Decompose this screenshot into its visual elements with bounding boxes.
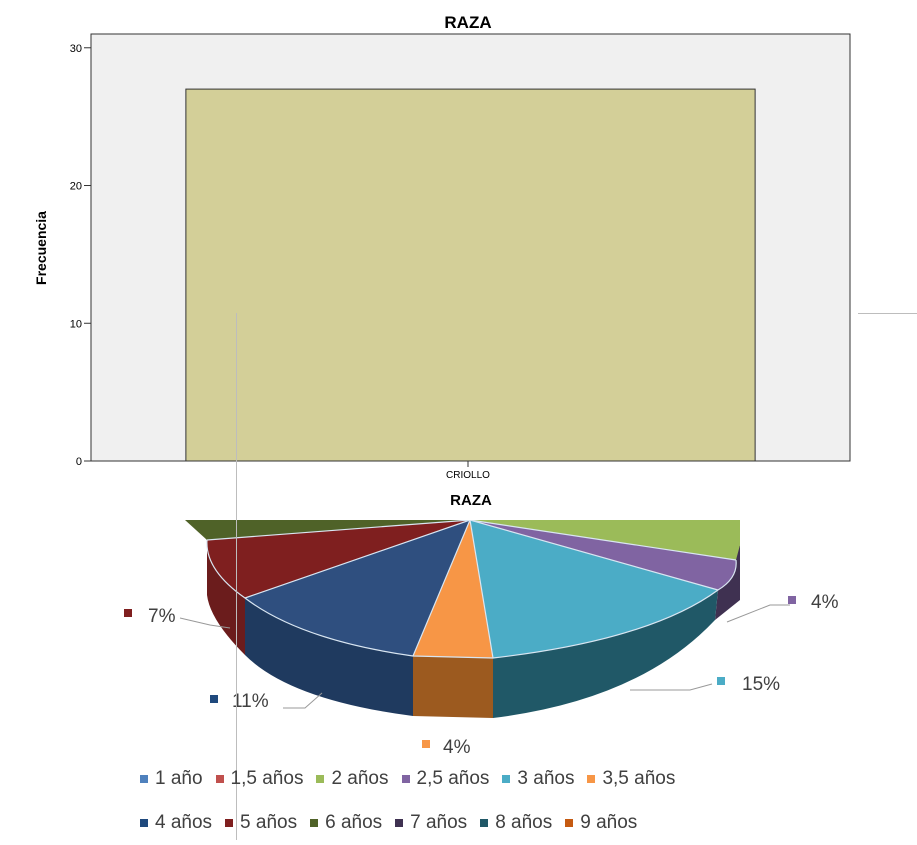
legend-swatch [480,819,489,827]
legend-swatch [225,819,234,827]
y-tick-label: 10 [70,318,82,330]
y-axis-ticks: 0 10 20 30 [70,43,91,468]
legend-item: 9 años [565,812,637,834]
legend-label: 5 años [240,812,298,833]
y-tick-label: 30 [70,43,82,55]
legend-label: 3,5 años [602,768,676,789]
pie-slice-3-5 [413,520,493,658]
leader-line-3 [630,683,713,691]
legend-label: 1,5 años [230,768,304,789]
y-tick-label: 0 [76,456,82,468]
y-tick-label: 20 [70,181,82,193]
pie-slice-5 [206,520,470,598]
legend-label: 2 años [331,768,389,789]
pie-slice-4 [245,520,470,656]
bar-series [185,88,756,462]
data-label-2-5: 4% [811,592,839,613]
data-label-marker-5 [124,609,132,617]
legend-swatch [215,775,224,783]
pie-side-4 [245,598,413,716]
legend-item: 5 años [225,812,297,834]
frame-left-line [236,313,237,840]
x-tick-label: CRIOLLO [446,470,490,481]
legend-row: 4 años 5 años 6 años 7 años 8 años 9 años [140,801,840,845]
data-label-4: 11% [232,691,269,712]
data-label-marker-2-5 [788,596,796,604]
leader-line-4 [283,692,323,709]
legend-item: 3 años [502,768,574,790]
pie-side-3 [493,590,718,718]
data-label-3: 15% [742,674,780,695]
legend-swatch [401,775,410,783]
legend-label: 8 años [495,812,553,833]
legend-swatch [587,775,596,783]
legend-item: 7 años [395,812,467,834]
legend-swatch [502,775,511,783]
frame-right-line [858,313,917,314]
legend-label: 4 años [155,812,213,833]
leader-line-2-5 [726,604,790,623]
bar-chart: RAZA 0 10 20 30 Frecuencia CRIOLLO [33,13,851,481]
data-label-5: 7% [148,606,176,627]
data-label-marker-3-5 [422,740,430,748]
legend-label: 7 años [410,812,468,833]
legend-label: 1 año [155,768,203,789]
pie-slice-2-5 [470,520,737,590]
pie-side-3-5 [413,656,493,718]
data-label-3-5: 4% [443,737,471,756]
bar-chart-title: RAZA [444,13,491,32]
pie-slice-3 [470,520,718,658]
data-label-marker-4 [210,695,218,703]
legend-swatch [316,775,325,783]
pie-chart: RAZA 4% 15% 4% 11% 7% [124,492,839,756]
legend-label: 3 años [517,768,575,789]
pie-legend: 1 año 1,5 años 2 años 2,5 años 3 años 3,5 año… [140,757,840,845]
legend-swatch [140,819,148,827]
legend-item: 2 años [316,768,389,790]
legend-swatch [395,819,404,827]
legend-swatch [565,819,574,827]
pie-rim [206,539,737,659]
bar [185,88,756,462]
legend-row: 1 año 1,5 años 2 años 2,5 años 3 años 3,5 año… [140,757,840,801]
data-label-marker-3 [717,677,725,685]
legend-item: 4 años [140,812,212,834]
leader-line-5 [179,617,231,629]
legend-label: 6 años [325,812,383,833]
legend-label: 9 años [580,812,638,833]
legend-item: 3,5 años [587,768,675,790]
legend-item: 2,5 años [401,768,490,790]
legend-label: 2,5 años [416,768,490,789]
legend-item: 1,5 años [215,768,304,790]
y-axis-label: Frecuencia [33,211,49,285]
pie-chart-title: RAZA [450,492,492,509]
legend-item: 6 años [310,812,382,834]
legend-item: 1 año [140,768,203,790]
pie-side-5 [206,540,245,655]
legend-item: 8 años [480,812,552,834]
pie-slice-edges [206,520,737,659]
legend-swatch [140,775,148,783]
legend-swatch [310,819,319,827]
